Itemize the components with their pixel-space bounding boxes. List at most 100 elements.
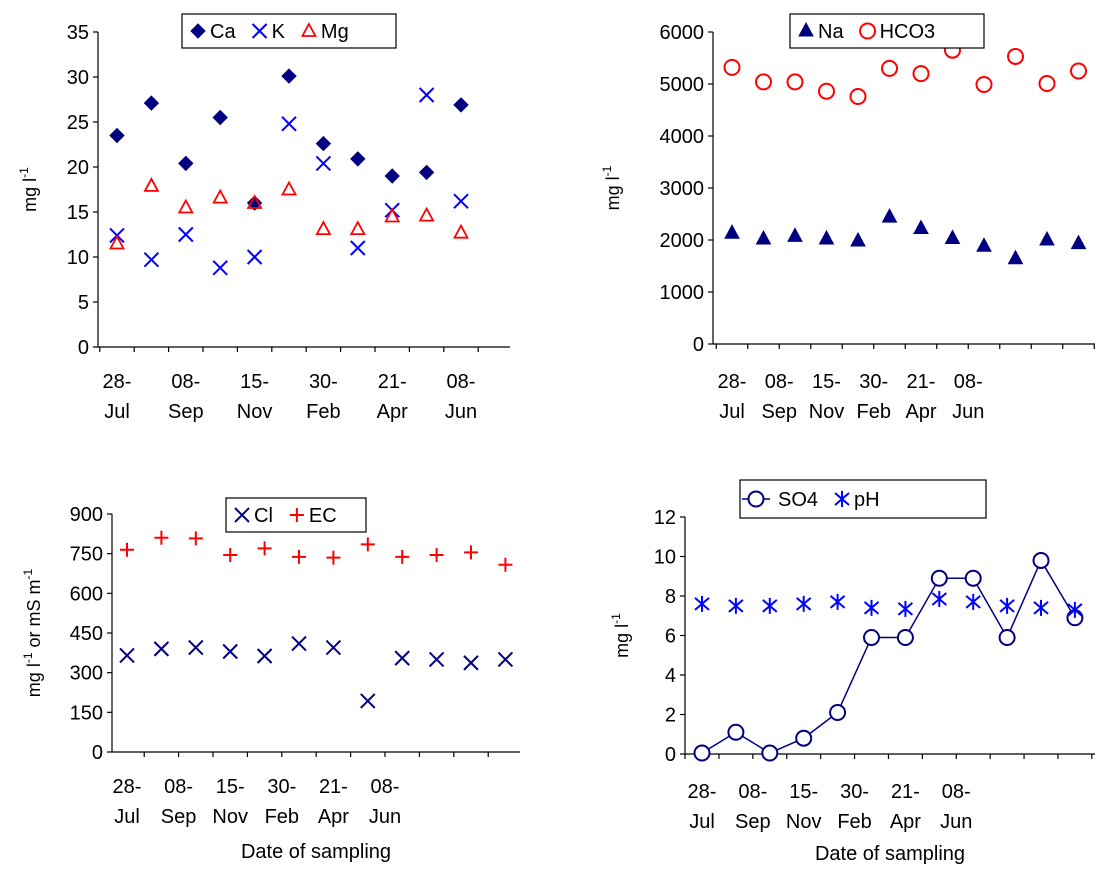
y-axis-label: mg l-1 — [17, 167, 40, 212]
y-tick-label: 5000 — [660, 74, 705, 96]
data-point — [325, 639, 342, 656]
legend-box — [739, 479, 987, 519]
x-tick-label: 21- — [378, 371, 407, 393]
data-point — [497, 651, 514, 668]
y-axis-label: mg l-1 — [609, 613, 632, 658]
data-point — [257, 541, 272, 556]
data-point — [429, 547, 444, 562]
x-tick-label: 08- — [765, 371, 794, 393]
legend: Cl EC — [225, 497, 367, 533]
series-cl — [119, 635, 514, 709]
legend-marker — [300, 22, 317, 37]
x-tick-label: 30- — [859, 371, 888, 393]
legend-label: EC — [309, 505, 337, 527]
data-point — [463, 655, 479, 671]
data-point — [728, 597, 744, 614]
legend: SO4 pH — [739, 479, 987, 519]
y-tick-label: 4000 — [660, 126, 705, 148]
legend-marker — [190, 23, 206, 39]
data-point — [292, 549, 306, 564]
legend-marker — [859, 22, 877, 40]
data-point — [212, 109, 228, 126]
data-point — [1032, 551, 1050, 569]
legend-marker — [234, 507, 250, 523]
x-tick-label: Nov — [786, 811, 822, 833]
data-point — [998, 628, 1016, 646]
legend-label: HCO3 — [880, 21, 936, 43]
legend-label: Ca — [210, 21, 236, 43]
data-point — [120, 542, 134, 557]
x-tick-label: Sep — [168, 401, 204, 423]
data-point — [418, 87, 435, 103]
y-tick-label: 600 — [70, 583, 103, 605]
x-tick-label: Sep — [761, 401, 797, 423]
y-tick-label: 150 — [70, 702, 103, 724]
y-tick-label: 2 — [665, 705, 676, 727]
legend-label: Mg — [321, 21, 349, 43]
legend-box — [181, 13, 397, 49]
data-point — [394, 650, 410, 666]
data-point — [212, 260, 228, 276]
y-tick-label: 6000 — [660, 22, 705, 44]
y-tick-label: 0 — [665, 744, 676, 766]
data-point — [453, 97, 469, 113]
y-tick-label: 15 — [67, 202, 89, 224]
data-point — [315, 155, 332, 172]
data-point — [896, 628, 914, 646]
data-point — [349, 220, 366, 236]
x-axis-label: Date of sampling — [241, 841, 391, 863]
data-point — [1007, 249, 1024, 265]
x-tick-label: 15- — [812, 371, 841, 393]
y-tick-label: 10 — [67, 247, 89, 269]
data-point — [796, 595, 812, 612]
legend-label: K — [272, 21, 286, 43]
x-tick-label: 08- — [942, 781, 971, 803]
data-point — [326, 550, 341, 565]
data-point — [350, 151, 366, 167]
series-hco3 — [723, 41, 1087, 105]
y-tick-label: 20 — [67, 157, 89, 179]
data-point — [829, 704, 847, 722]
x-tick-label: 28- — [688, 781, 717, 803]
data-point — [1070, 234, 1087, 250]
data-point — [931, 590, 947, 607]
x-tick-label: Sep — [735, 811, 771, 833]
data-point — [761, 744, 779, 762]
data-point — [727, 723, 745, 741]
data-point — [1039, 230, 1055, 246]
data-point — [222, 643, 238, 660]
data-point — [913, 219, 929, 235]
x-tick-label: 08- — [447, 371, 476, 393]
x-tick-label: 08- — [164, 776, 193, 798]
data-point — [912, 65, 930, 83]
x-tick-label: 28- — [103, 371, 132, 393]
data-point — [212, 188, 229, 204]
legend-marker — [747, 490, 765, 508]
data-point — [188, 639, 204, 656]
x-tick-label: Jun — [952, 401, 984, 423]
y-tick-label: 2000 — [660, 230, 705, 252]
y-tick-label: 10 — [654, 547, 676, 569]
data-point — [360, 537, 375, 552]
x-tick-label: Apr — [377, 401, 408, 423]
data-point — [498, 557, 513, 572]
data-point — [291, 635, 307, 652]
data-point — [1070, 62, 1087, 80]
y-tick-label: 6 — [665, 626, 676, 648]
data-point — [964, 569, 982, 587]
data-point — [246, 195, 263, 211]
y-tick-label: 0 — [693, 334, 704, 356]
x-tick-label: Apr — [905, 401, 936, 423]
data-point — [256, 648, 273, 664]
data-point — [818, 229, 835, 245]
y-tick-label: 35 — [67, 22, 89, 44]
data-point — [1033, 599, 1049, 616]
data-point — [246, 249, 263, 265]
data-point — [795, 729, 813, 747]
y-tick-label: 25 — [67, 112, 89, 134]
data-point — [143, 251, 160, 268]
y-tick-label: 900 — [70, 504, 103, 526]
x-tick-label: Jul — [719, 401, 745, 423]
data-point — [863, 628, 880, 646]
